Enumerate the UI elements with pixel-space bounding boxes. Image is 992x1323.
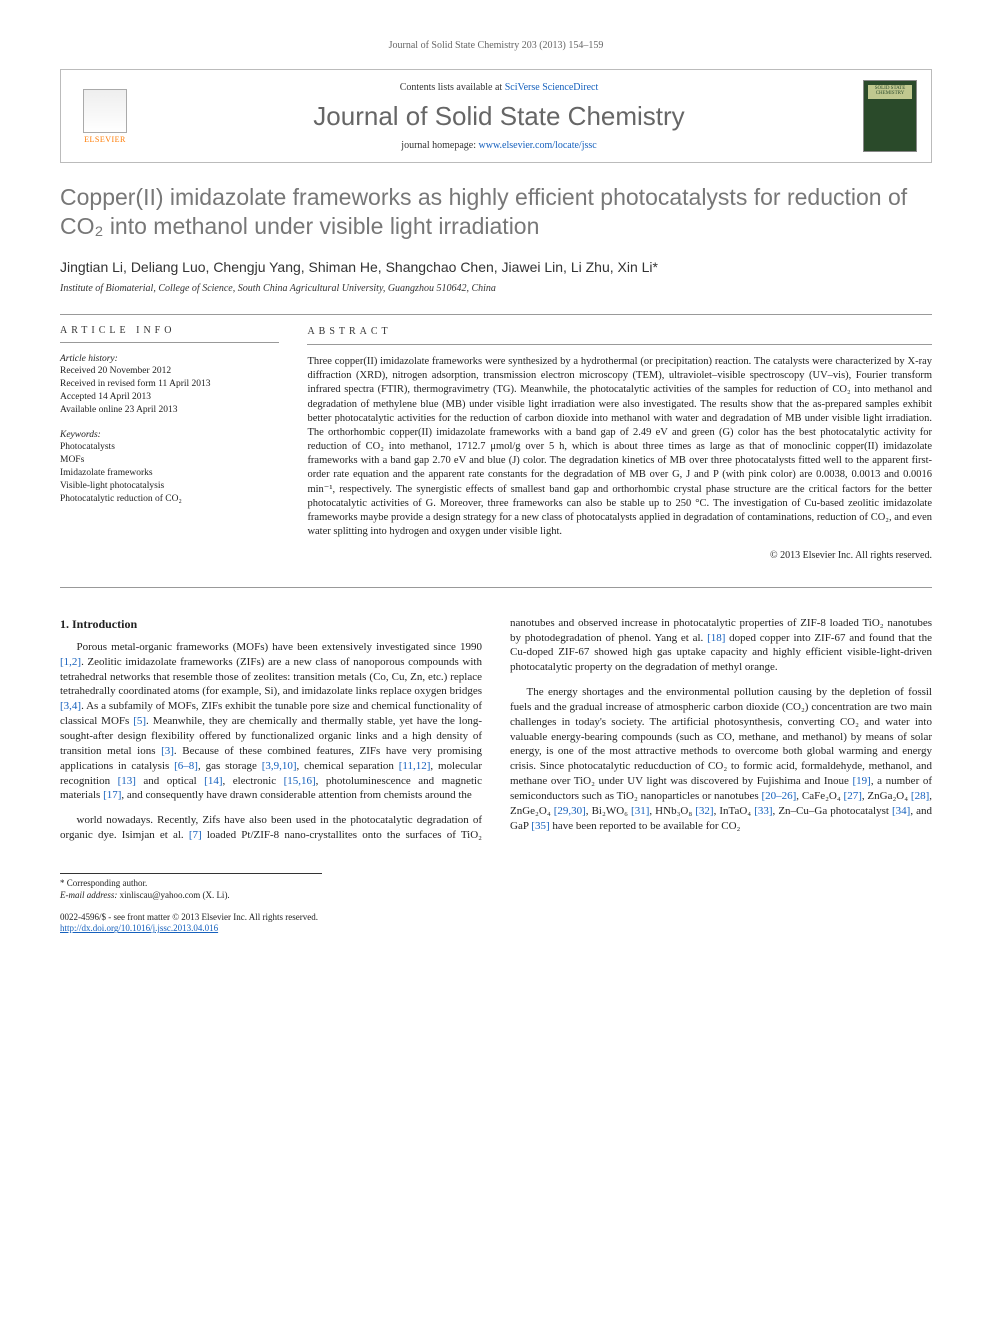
running-head: Journal of Solid State Chemistry 203 (20… — [60, 40, 932, 51]
email-line: E-mail address: xinliscau@yahoo.com (X. … — [60, 890, 932, 902]
journal-name: Journal of Solid State Chemistry — [149, 101, 849, 132]
accepted-date: Accepted 14 April 2013 — [60, 392, 151, 402]
contents-list-line: Contents lists available at SciVerse Sci… — [149, 82, 849, 93]
keyword: Visible-light photocatalysis — [60, 481, 164, 491]
corresponding-marker: * — [653, 259, 658, 275]
elsevier-logo-text: ELSEVIER — [84, 135, 126, 144]
body-paragraph: Porous metal-organic frameworks (MOFs) h… — [60, 640, 482, 803]
authors-text: Jingtian Li, Deliang Luo, Chengju Yang, … — [60, 259, 653, 275]
doi-line: http://dx.doi.org/10.1016/j.jssc.2013.04… — [60, 923, 932, 935]
article-title: Copper(II) imidazolate frameworks as hig… — [60, 183, 932, 241]
body-paragraph: The energy shortages and the environment… — [510, 685, 932, 833]
abstract-copyright: © 2013 Elsevier Inc. All rights reserved… — [307, 549, 932, 563]
article-info-col: ARTICLE INFO Article history: Received 2… — [60, 325, 279, 563]
keyword: Photocatalysts — [60, 442, 115, 452]
rule-info — [60, 342, 279, 343]
revised-date: Received in revised form 11 April 2013 — [60, 379, 211, 389]
rule-top — [60, 314, 932, 315]
journal-header-box: ELSEVIER Contents lists available at Sci… — [60, 69, 932, 163]
email-label: E-mail address: — [60, 890, 117, 900]
homepage-line: journal homepage: www.elsevier.com/locat… — [149, 140, 849, 151]
keyword: Imidazolate frameworks — [60, 468, 153, 478]
journal-cover-thumb: SOLID STATE CHEMISTRY — [863, 80, 917, 152]
authors-line: Jingtian Li, Deliang Luo, Chengju Yang, … — [60, 259, 932, 275]
body-columns: 1. Introduction Porous metal-organic fra… — [60, 616, 932, 843]
abstract-col: ABSTRACT Three copper(II) imidazolate fr… — [307, 325, 932, 563]
elsevier-logo: ELSEVIER — [75, 80, 135, 152]
article-info-label: ARTICLE INFO — [60, 325, 279, 336]
homepage-link[interactable]: www.elsevier.com/locate/jssc — [479, 140, 597, 151]
rule-body — [60, 587, 932, 588]
keywords-block: Keywords: Photocatalysts MOFs Imidazolat… — [60, 429, 279, 506]
article-history: Article history: Received 20 November 20… — [60, 353, 279, 417]
history-label: Article history: — [60, 354, 118, 364]
footer-rule — [60, 873, 322, 874]
email-value: xinliscau@yahoo.com (X. Li). — [120, 890, 230, 900]
issn-line: 0022-4596/$ - see front matter © 2013 El… — [60, 912, 932, 924]
corresponding-author-note: * Corresponding author. — [60, 878, 932, 890]
contents-prefix: Contents lists available at — [400, 82, 505, 93]
homepage-prefix: journal homepage: — [401, 140, 478, 151]
elsevier-tree-icon — [83, 89, 127, 133]
online-date: Available online 23 April 2013 — [60, 405, 178, 415]
abstract-label: ABSTRACT — [307, 325, 932, 339]
cover-caption: SOLID STATE CHEMISTRY — [869, 86, 911, 96]
keywords-label: Keywords: — [60, 430, 101, 440]
doi-link[interactable]: http://dx.doi.org/10.1016/j.jssc.2013.04… — [60, 923, 218, 933]
affiliation: Institute of Biomaterial, College of Sci… — [60, 283, 932, 294]
info-abstract-row: ARTICLE INFO Article history: Received 2… — [60, 325, 932, 563]
sciencedirect-link[interactable]: SciVerse ScienceDirect — [505, 82, 599, 93]
journal-header-center: Contents lists available at SciVerse Sci… — [149, 82, 849, 151]
rule-abstract — [307, 344, 932, 345]
abstract-text: Three copper(II) imidazolate frameworks … — [307, 355, 932, 539]
page-footer: * Corresponding author. E-mail address: … — [60, 873, 932, 935]
keyword: MOFs — [60, 455, 84, 465]
received-date: Received 20 November 2012 — [60, 366, 171, 376]
keyword: Photocatalytic reduction of CO₂ — [60, 494, 182, 504]
section-heading: 1. Introduction — [60, 616, 482, 632]
